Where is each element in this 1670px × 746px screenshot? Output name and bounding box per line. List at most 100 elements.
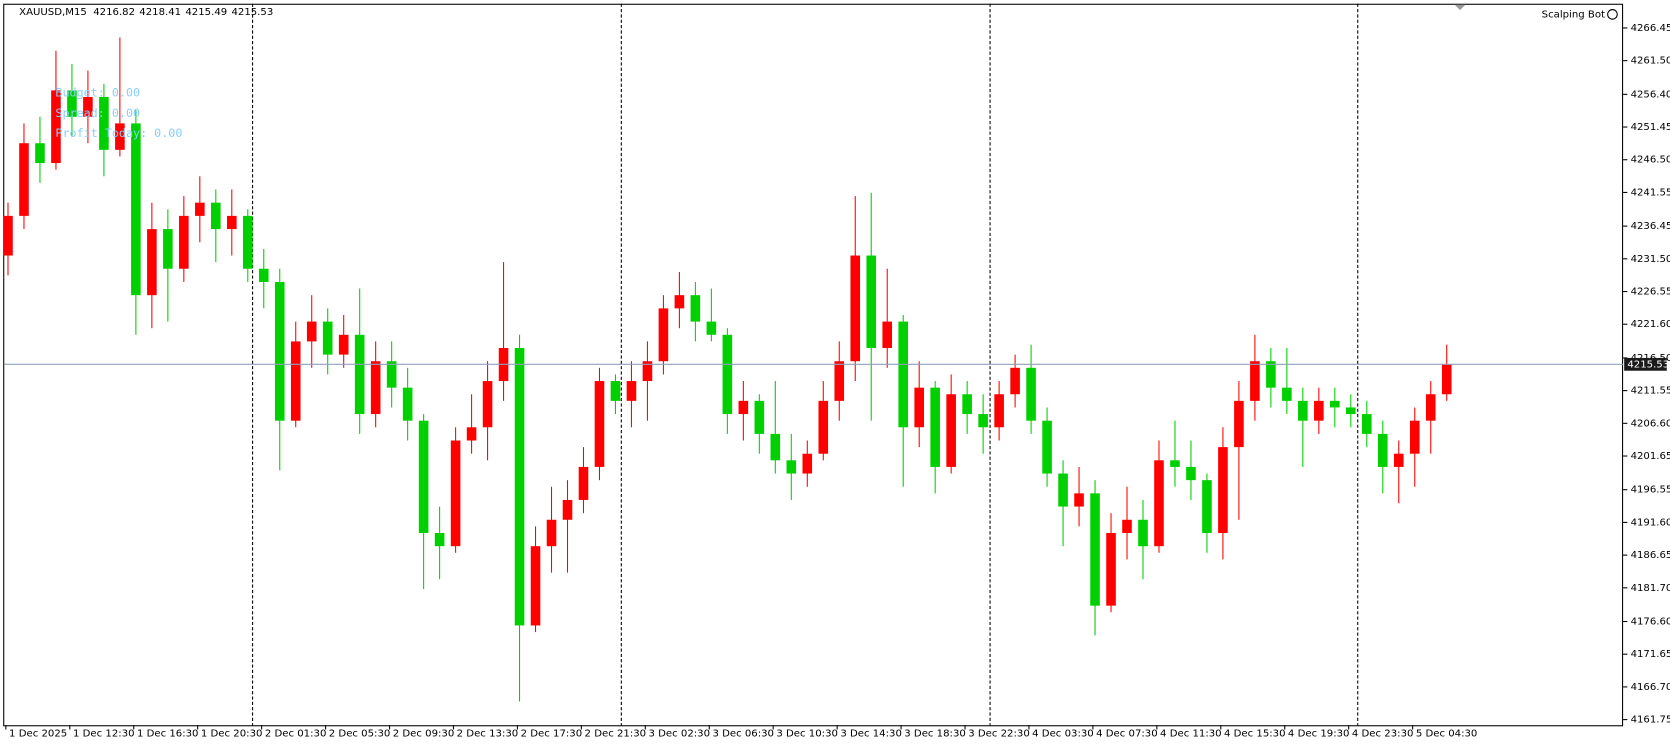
candle-body	[594, 381, 605, 467]
x-tick-label: 2 Dec 01:30	[265, 729, 327, 740]
y-tick-label: 4211.55	[1631, 386, 1670, 397]
chart-header: XAUUSD,M15 4216.82 4218.41 4215.49 4215.53	[19, 7, 273, 18]
candle-body	[658, 308, 669, 362]
candle-body	[418, 420, 429, 533]
candle-body	[706, 321, 717, 335]
badge-icon	[1607, 9, 1618, 20]
candle-body	[1314, 400, 1324, 421]
x-tick-label: 5 Dec 04:30	[1416, 729, 1478, 740]
candle-body	[179, 215, 189, 269]
candle-body	[674, 295, 685, 309]
candle-body	[131, 123, 141, 296]
x-tick-label: 2 Dec 21:30	[585, 729, 647, 740]
y-tick-label: 4206.60	[1631, 418, 1670, 429]
y-tick-label: 4261.50	[1631, 56, 1670, 67]
candle-body	[1202, 480, 1212, 533]
symbol: XAUUSD,M15	[19, 7, 87, 18]
x-tick-label: 1 Dec 12:30	[73, 729, 135, 740]
candle-body	[1090, 493, 1100, 606]
ohlc-low: 4215.49	[185, 7, 227, 18]
overlay-text: Budget: 0.00	[55, 86, 140, 100]
candle-body	[227, 215, 237, 230]
candle-body	[754, 400, 765, 434]
candle-body	[163, 229, 173, 269]
candle-body	[562, 499, 573, 520]
y-tick-label: 4251.45	[1631, 122, 1670, 133]
candle-body	[802, 453, 813, 474]
y-tick-label: 4231.50	[1631, 254, 1670, 265]
x-tick-label: 3 Dec 18:30	[904, 729, 966, 740]
candle-body	[370, 361, 381, 415]
candle-body	[1362, 414, 1372, 434]
candle-body	[482, 381, 493, 428]
y-tick-label: 4236.45	[1631, 221, 1670, 232]
y-tick-label: 4166.70	[1631, 682, 1670, 693]
candle-body	[626, 381, 637, 401]
y-tick-label: 4201.65	[1631, 451, 1670, 462]
candle-body	[35, 143, 45, 164]
y-tick-label: 4176.60	[1631, 617, 1670, 628]
candle-body	[242, 215, 253, 269]
candle-body	[1377, 433, 1388, 467]
candle-body	[1074, 493, 1084, 507]
badge: Scalping Bot	[1542, 9, 1605, 20]
x-tick-label: 3 Dec 10:30	[776, 729, 838, 740]
candle-body	[994, 394, 1004, 428]
overlay-text: Spread: 0.00	[55, 106, 140, 120]
candle-body	[450, 440, 461, 547]
candle-body	[258, 268, 269, 282]
candle-body	[386, 361, 397, 388]
candle-body	[67, 90, 77, 117]
candle-body	[290, 341, 301, 421]
x-tick-label: 3 Dec 22:30	[968, 729, 1030, 740]
candle-body	[930, 387, 940, 467]
y-tick-label: 4246.50	[1631, 155, 1670, 166]
candle-body	[946, 394, 956, 467]
candle-body	[514, 348, 525, 626]
x-tick-label: 2 Dec 17:30	[521, 729, 583, 740]
candle-body	[1425, 394, 1436, 421]
candle-body	[1122, 519, 1132, 533]
y-tick-label: 4191.60	[1631, 517, 1670, 528]
candle-body	[3, 215, 13, 256]
shift-marker	[1454, 4, 1466, 11]
candle-body	[1234, 400, 1244, 448]
y-tick-label: 4181.70	[1631, 583, 1670, 594]
x-tick-label: 4 Dec 11:30	[1160, 729, 1222, 740]
candle-body	[1298, 400, 1308, 421]
candle-body	[19, 143, 29, 216]
candle-body	[1218, 447, 1228, 533]
candle-body	[1010, 367, 1020, 395]
candle-body	[1393, 453, 1404, 467]
candle-body	[866, 255, 877, 349]
candle-body	[834, 361, 845, 401]
candle-body	[99, 96, 109, 150]
x-tick-label: 4 Dec 15:30	[1224, 729, 1286, 740]
candle-body	[1186, 466, 1196, 481]
x-tick-label: 2 Dec 05:30	[329, 729, 391, 740]
marks	[3, 37, 1452, 702]
candle-body	[818, 400, 829, 454]
y-tick-label: 4196.55	[1631, 485, 1670, 496]
x-tick-label: 1 Dec 16:30	[137, 729, 199, 740]
plot-frame	[3, 3, 1624, 727]
candle-body	[1266, 361, 1276, 388]
x-tick-label: 3 Dec 14:30	[840, 729, 902, 740]
y-tick-label: 4161.75	[1631, 715, 1670, 726]
x-tick-label: 4 Dec 19:30	[1288, 729, 1350, 740]
x-tick-label: 4 Dec 03:30	[1032, 729, 1094, 740]
candle-body	[274, 281, 285, 421]
candle-body	[1170, 460, 1180, 467]
candle-body	[1409, 420, 1420, 454]
candle-body	[642, 361, 653, 382]
candle-body	[882, 321, 893, 349]
candle-body	[211, 202, 221, 230]
candle-body	[147, 229, 157, 296]
candle-body	[306, 321, 317, 342]
candle-body	[338, 334, 349, 355]
candle-body	[322, 321, 333, 355]
candle-body	[1330, 400, 1340, 408]
candle-body	[962, 394, 972, 415]
candle-body	[722, 334, 733, 415]
